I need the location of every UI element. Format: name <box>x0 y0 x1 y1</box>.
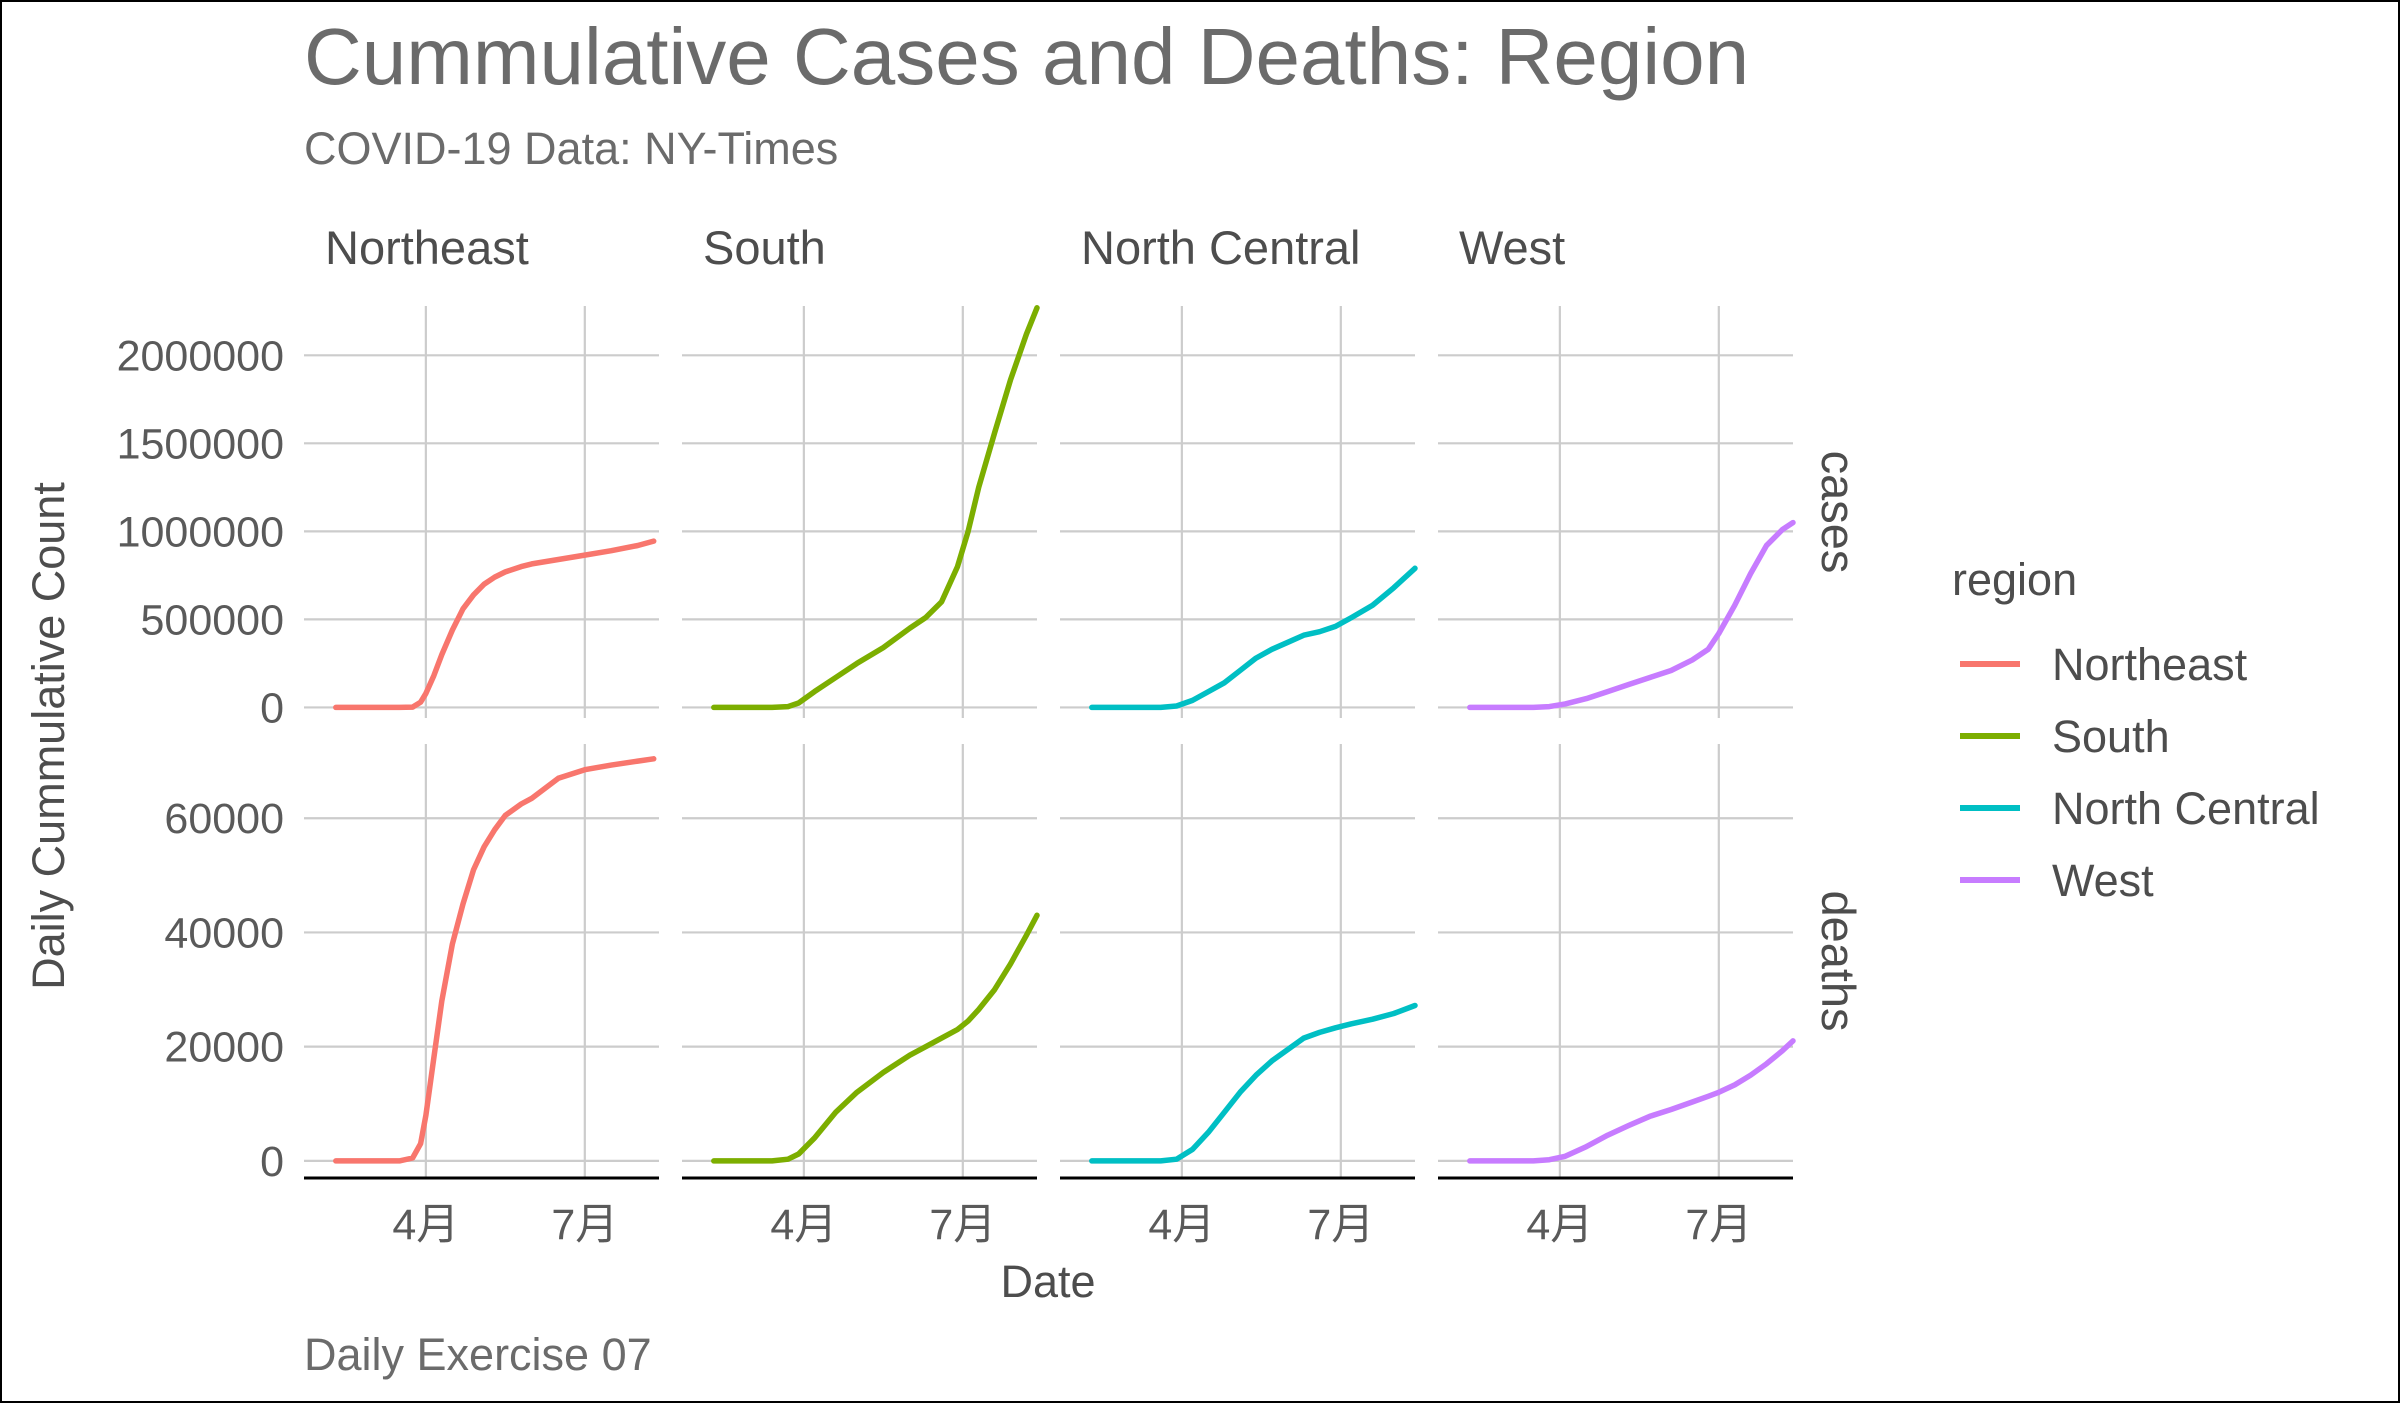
x-tick-label-north-central-1: 7月 <box>1307 1201 1374 1249</box>
panel-north-central-cases <box>1060 306 1418 718</box>
y-tick-label-cases-4: 2000000 <box>117 332 284 380</box>
x-tick-label-north-central-0: 4月 <box>1148 1201 1215 1249</box>
x-tick-label-south-0: 4月 <box>770 1201 837 1249</box>
series-line-north-central-deaths <box>1089 1002 1418 1164</box>
column-strip-south: South <box>703 221 826 274</box>
panel-northeast-cases <box>304 306 659 718</box>
y-axis-title: Daily Cummulative Count <box>23 482 74 990</box>
chart-title: Cummulative Cases and Deaths: Region <box>304 12 1749 101</box>
legend-title: region <box>1952 554 2077 605</box>
panel-north-central-deaths: 4月 7月 <box>1060 744 1418 1249</box>
chart-headings: Cummulative Cases and Deaths: Region COV… <box>23 12 1749 1380</box>
y-tick-label-cases-0: 0 <box>260 684 284 732</box>
panel-west-cases <box>1438 306 1796 718</box>
legend-item-west: West <box>1960 855 2154 906</box>
y-tick-label-deaths-2: 40000 <box>164 909 284 957</box>
chart-subtitle: COVID-19 Data: NY-Times <box>304 123 838 174</box>
legend-item-south: South <box>1960 711 2170 762</box>
panel-west-deaths: 4月 7月 <box>1438 744 1796 1249</box>
legend-label-north-central: North Central <box>2052 783 2320 834</box>
x-tick-label-west-1: 7月 <box>1685 1201 1752 1249</box>
row-strip-cases: cases <box>1812 451 1865 574</box>
series-line-west-deaths <box>1467 1038 1796 1164</box>
legend-label-south: South <box>2052 711 2170 762</box>
series-line-south-cases <box>711 305 1040 711</box>
legend-label-northeast: Northeast <box>2052 639 2248 690</box>
series-line-northeast-deaths <box>333 756 657 1164</box>
y-tick-label-cases-2: 1000000 <box>117 508 284 556</box>
panel-south-deaths: 4月 7月 <box>682 744 1040 1249</box>
column-strip-west: West <box>1459 221 1565 274</box>
series-line-north-central-cases <box>1089 565 1418 711</box>
series-line-south-deaths <box>711 912 1040 1164</box>
column-strip-north-central: North Central <box>1081 221 1361 274</box>
x-tick-label-west-0: 4月 <box>1526 1201 1593 1249</box>
series-line-northeast-cases <box>333 538 657 711</box>
legend-item-north-central: North Central <box>1960 783 2320 834</box>
x-tick-label-south-1: 7月 <box>929 1201 996 1249</box>
panel-south-cases <box>682 305 1040 718</box>
x-axis-title: Date <box>1000 1256 1095 1307</box>
y-tick-label-deaths-1: 20000 <box>164 1024 284 1072</box>
series-line-west-cases <box>1467 519 1796 711</box>
chart-caption: Daily Exercise 07 <box>304 1329 652 1380</box>
facet-panels: 0 500000 1000000 1500000 2000000 cases 0 20000 4… <box>117 221 1865 1249</box>
y-tick-label-deaths-0: 0 <box>260 1138 284 1186</box>
legend: region Northeast South North Central West <box>1952 554 2320 906</box>
panel-northeast-deaths: 4月 7月 <box>304 744 659 1249</box>
x-tick-label-northeast-0: 4月 <box>392 1201 459 1249</box>
y-tick-label-cases-3: 1500000 <box>117 420 284 468</box>
legend-label-west: West <box>2052 855 2154 906</box>
y-tick-label-cases-1: 500000 <box>141 596 285 644</box>
column-strip-northeast: Northeast <box>325 221 529 274</box>
x-tick-label-northeast-1: 7月 <box>551 1201 618 1249</box>
legend-item-northeast: Northeast <box>1960 639 2248 690</box>
row-strip-deaths: deaths <box>1812 890 1865 1031</box>
y-tick-label-deaths-3: 60000 <box>164 795 284 843</box>
